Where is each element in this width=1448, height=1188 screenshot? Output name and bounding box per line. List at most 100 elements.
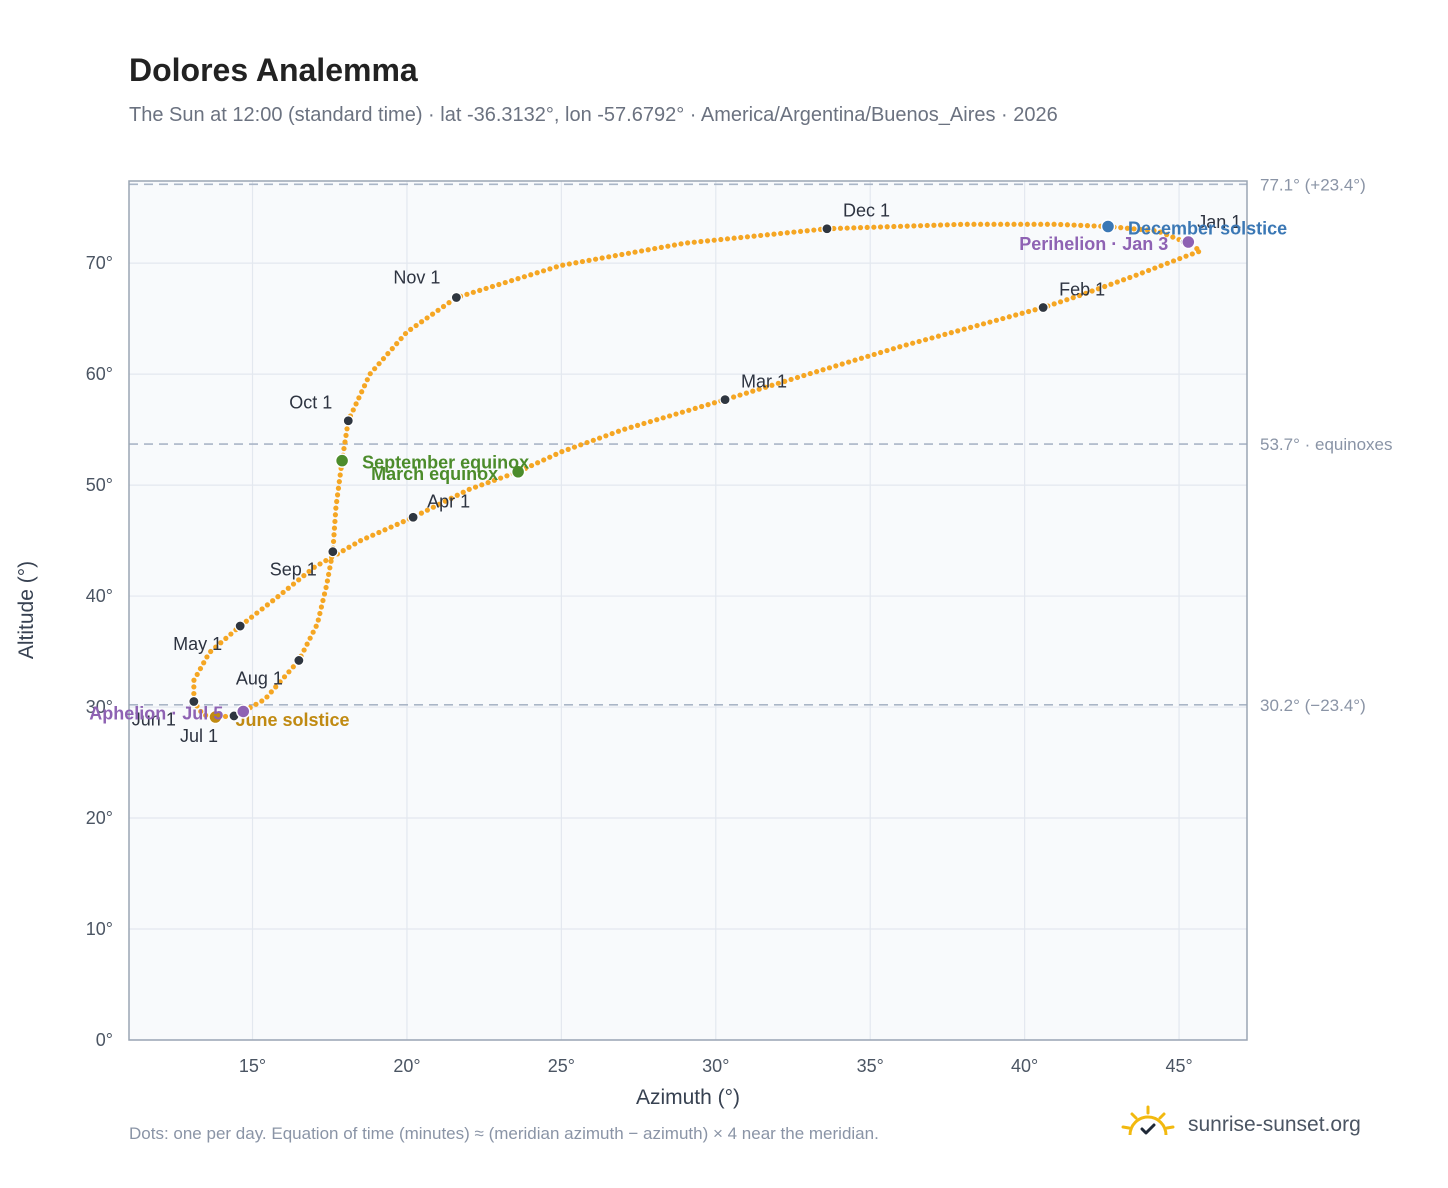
daily-dot xyxy=(491,477,497,483)
daily-dot xyxy=(929,335,935,341)
daily-dot xyxy=(466,486,472,492)
daily-dot xyxy=(504,473,510,479)
event-marker xyxy=(334,453,350,468)
daily-dot xyxy=(980,321,987,327)
plot-area xyxy=(129,181,1247,1040)
daily-dot xyxy=(678,241,684,247)
daily-dot xyxy=(323,584,329,591)
month-label: Jul 1 xyxy=(180,726,218,746)
daily-dot xyxy=(935,333,942,339)
daily-dot xyxy=(775,380,781,386)
daily-dot xyxy=(699,403,705,410)
daily-dot xyxy=(343,432,349,438)
y-tick-label: 0° xyxy=(96,1030,113,1050)
daily-dot xyxy=(738,234,744,241)
daily-dot xyxy=(1158,263,1164,269)
daily-dot xyxy=(1124,225,1130,231)
daily-dot xyxy=(578,442,584,448)
daily-dot xyxy=(1084,223,1091,229)
daily-dot xyxy=(323,557,329,564)
daily-dot xyxy=(622,426,628,432)
daily-dot xyxy=(535,460,541,466)
month-marker xyxy=(450,291,462,304)
chart-subtitle: The Sun at 12:00 (standard time) · lat -… xyxy=(129,104,1058,126)
daily-dot xyxy=(984,221,990,227)
daily-dot xyxy=(521,274,527,280)
daily-dot xyxy=(910,340,916,346)
daily-dot xyxy=(942,331,948,337)
daily-dot xyxy=(1114,279,1120,285)
daily-dot xyxy=(301,647,307,653)
daily-dot xyxy=(1044,221,1050,227)
daily-dot xyxy=(528,272,534,278)
daily-dot xyxy=(673,411,679,417)
daily-dot xyxy=(971,221,977,227)
daily-dot xyxy=(797,228,804,235)
brand[interactable]: sunrise-sunset.org xyxy=(1120,1100,1361,1150)
daily-dot xyxy=(208,648,214,655)
reference-line-label: 53.7° · equinoxes xyxy=(1260,435,1393,454)
daily-dot xyxy=(318,604,325,610)
daily-dot xyxy=(1151,228,1157,234)
daily-dot xyxy=(1038,221,1044,227)
daily-dot xyxy=(711,400,718,406)
daily-dot xyxy=(408,326,414,332)
daily-dot xyxy=(424,315,430,321)
x-tick-label: 15° xyxy=(239,1056,266,1076)
daily-dot xyxy=(553,264,559,270)
daily-dot xyxy=(213,644,219,650)
daily-dot xyxy=(704,238,711,244)
daily-dot xyxy=(436,501,442,507)
daily-dot xyxy=(846,359,852,365)
daily-dot xyxy=(638,248,645,254)
daily-dot xyxy=(641,420,647,427)
daily-dot xyxy=(987,319,993,325)
daily-dot xyxy=(364,377,370,383)
daily-dot xyxy=(331,525,338,531)
daily-dot xyxy=(784,230,790,236)
daily-dot xyxy=(489,283,496,290)
daily-dot xyxy=(357,538,364,544)
x-tick-label: 40° xyxy=(1011,1056,1038,1076)
daily-dot xyxy=(334,498,340,505)
daily-dot xyxy=(904,223,910,229)
daily-dot xyxy=(632,249,638,255)
daily-dot xyxy=(346,544,352,550)
daily-dot xyxy=(340,548,346,554)
month-label: Oct 1 xyxy=(289,393,332,413)
chart-title: Dolores Analemma xyxy=(129,52,418,88)
event-label: Aphelion · Jul 5 xyxy=(89,703,223,723)
daily-dot xyxy=(264,602,270,608)
daily-dot xyxy=(198,708,204,715)
daily-dot xyxy=(978,221,984,227)
daily-dot xyxy=(686,407,692,413)
daily-dot xyxy=(596,435,603,441)
daily-dot xyxy=(606,254,612,260)
daily-dot xyxy=(191,677,197,683)
daily-dot xyxy=(711,237,717,243)
daily-dot xyxy=(315,617,321,623)
daily-dot xyxy=(1108,281,1114,287)
daily-dot xyxy=(332,518,338,525)
daily-dot xyxy=(313,623,319,629)
daily-dot xyxy=(1089,288,1095,294)
daily-dot xyxy=(1177,255,1183,262)
daily-dot xyxy=(342,439,348,445)
daily-dot xyxy=(286,669,292,675)
daily-dot xyxy=(878,349,884,356)
daily-dot xyxy=(331,532,337,538)
reference-line-label: 30.2° (−23.4°) xyxy=(1260,696,1366,715)
daily-dot xyxy=(547,266,553,272)
daily-dot xyxy=(964,221,970,227)
daily-dot xyxy=(1078,222,1084,228)
daily-dot xyxy=(1019,310,1025,316)
daily-dot xyxy=(1170,258,1177,264)
daily-dot xyxy=(571,444,578,450)
daily-dot xyxy=(194,671,200,678)
month-label: Sep 1 xyxy=(270,560,317,580)
daily-dot xyxy=(764,232,770,238)
daily-dot xyxy=(788,376,794,383)
daily-dot xyxy=(380,356,387,362)
daily-dot xyxy=(837,225,844,231)
